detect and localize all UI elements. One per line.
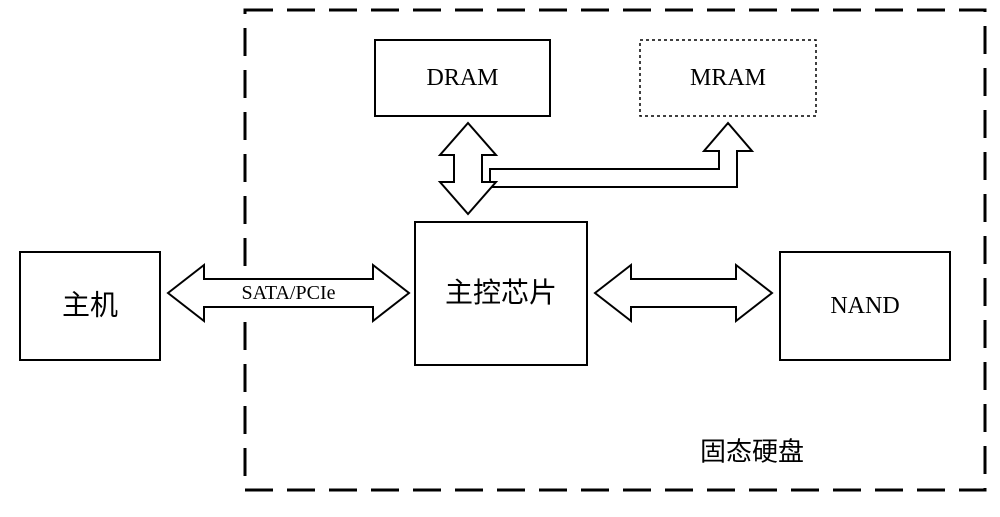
controller-nand-arrow (595, 265, 772, 321)
controller-dram-arrow (440, 123, 496, 214)
host-label: 主机 (62, 290, 118, 322)
ssd-architecture-diagram: 主机 主控芯片 DRAM MRAM NAND SATA/PCIe 固态硬盘 (0, 0, 1000, 517)
controller-mram-bus-arrow (490, 123, 752, 187)
nand-label: NAND (830, 293, 899, 319)
controller-label: 主控芯片 (445, 277, 557, 309)
ssd-enclosure (245, 10, 985, 490)
mram-label: MRAM (690, 65, 766, 91)
dram-label: DRAM (426, 65, 498, 91)
ssd-caption: 固态硬盘 (700, 438, 804, 467)
interface-label: SATA/PCIe (242, 282, 336, 304)
